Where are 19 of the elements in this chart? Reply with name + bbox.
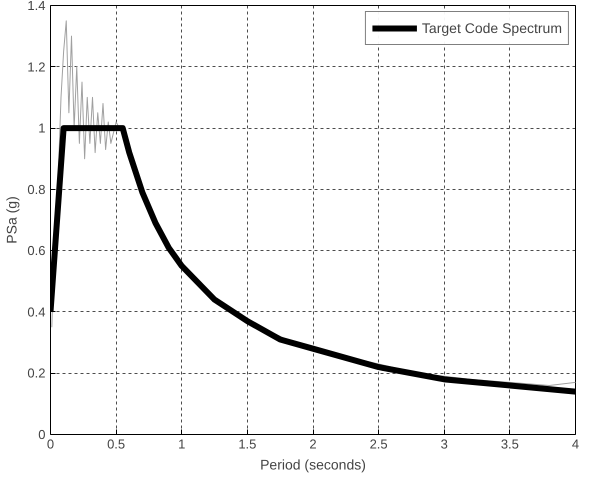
x-tick-label: 3.5	[500, 436, 519, 452]
x-tick-label: 4	[572, 436, 580, 452]
x-tick-label: 0.5	[107, 436, 126, 452]
y-tick-label: 0.8	[27, 182, 46, 197]
y-tick-label: 0.6	[27, 243, 46, 258]
y-tick-label: 1.4	[27, 0, 46, 13]
y-axis-title: PSa (g)	[3, 196, 20, 244]
y-tick-label: 0.4	[27, 304, 46, 320]
y-tick-label: 0	[38, 427, 46, 442]
x-tick-label: 2	[309, 436, 317, 452]
x-axis-title: Period (seconds)	[260, 456, 366, 472]
y-tick-label: 0.2	[27, 366, 46, 381]
y-tick-label: 1.2	[27, 59, 46, 74]
y-tick-label: 1	[38, 120, 46, 136]
x-tick-label: 1.5	[238, 436, 256, 452]
x-tick-label: 2.5	[370, 436, 388, 452]
x-tick-label: 3	[440, 436, 448, 452]
legend-label: Target Code Spectrum	[422, 20, 562, 36]
x-tick-label: 1	[178, 436, 186, 452]
